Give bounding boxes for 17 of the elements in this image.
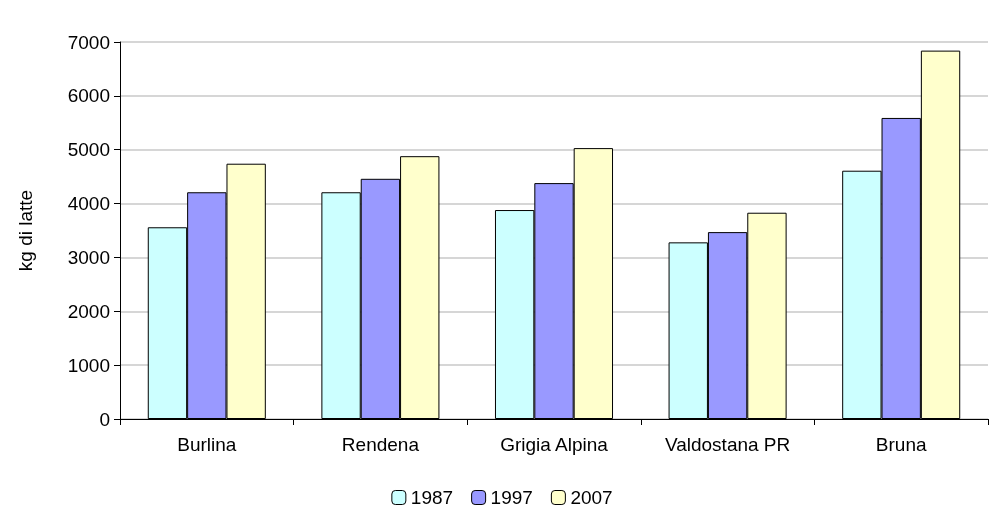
y-tick-label: 7000 [67,31,110,53]
y-axis-title: kg di latte [15,189,36,272]
legend-label: 2007 [570,487,613,508]
x-tick-label: Bruna [875,434,927,455]
y-tick-label: 6000 [67,85,110,107]
x-tick-label: Burlina [177,434,237,455]
y-tick-label: 1000 [67,354,110,376]
y-tick-label: 4000 [67,193,110,215]
y-tick-label: 5000 [67,139,110,161]
y-tick-label: 0 [99,408,110,430]
x-tick-label: Rendena [341,434,420,455]
y-tick-label: 3000 [67,246,110,268]
legend-label: 1997 [490,487,533,508]
x-tick-label: Grigia Alpina [500,434,609,455]
legend-label: 1987 [410,487,454,508]
x-tick-label: Valdostana PR [664,434,791,455]
y-tick-label: 2000 [67,300,110,322]
